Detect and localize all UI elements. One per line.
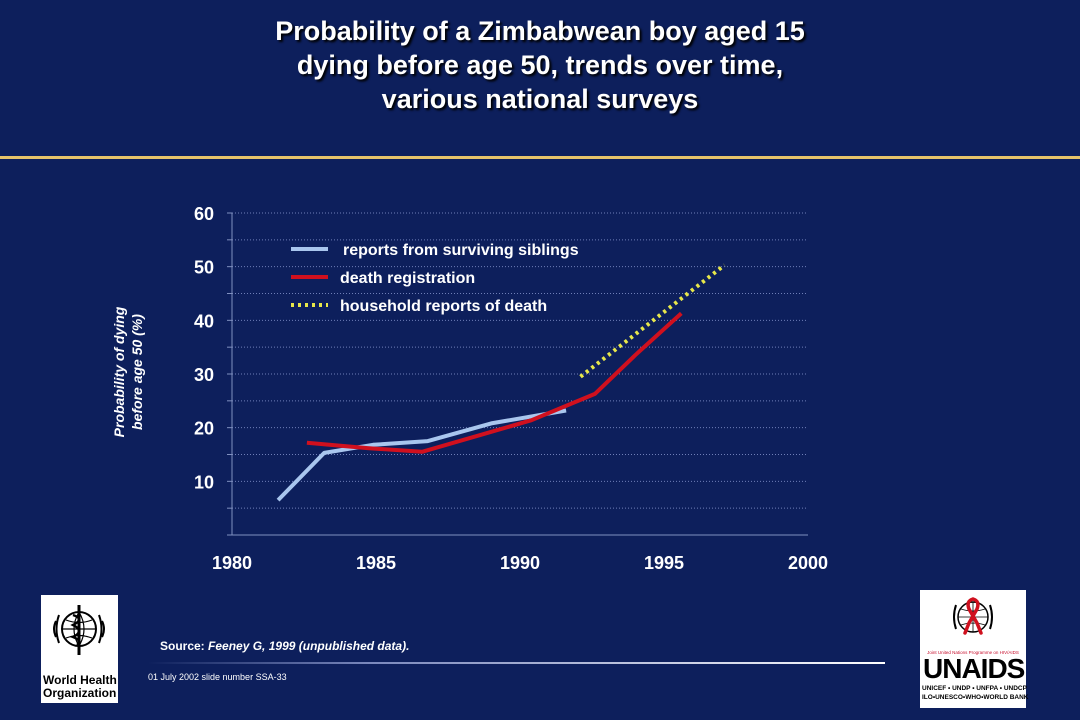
title-line-1: Probability of a Zimbabwean boy aged 15 [275,16,805,46]
unaids-partners-line-1: UNICEF • UNDP • UNFPA • UNDCP [922,685,1027,692]
x-tick-label: 1985 [356,553,396,573]
y-tick-label: 20 [194,419,214,439]
title-line-2: dying before age 50, trends over time, [296,50,784,80]
slide-title: Probability of a Zimbabwean boy aged 15 … [0,14,1080,116]
who-line-1: World Health [43,673,117,687]
slide-footer-note: 01 July 2002 slide number SSA-33 [148,672,287,682]
legend-label-1: reports from surviving siblings [343,242,579,259]
source-citation: Source: Feeney G, 1999 (unpublished data… [160,639,409,653]
who-emblem-icon [53,605,105,655]
series-line-1 [276,408,567,502]
unaids-logo: Joint United Nations Programme on HIV/AI… [920,590,1029,708]
source-label: Source: [160,639,205,653]
chart-axes: 60 50 40 30 20 10 1980 1985 1990 1995 2000 [194,204,828,573]
title-divider [0,156,1080,159]
unaids-partners-line-2: ILO•UNESCO•WHO•WORLD BANK [922,694,1029,701]
y-tick-label: 50 [194,258,214,278]
who-wordmark: World Health Organization [43,673,117,700]
x-tick-label: 1995 [644,553,684,573]
series-line-3 [579,263,726,379]
chart-legend: reports from surviving siblings death reg… [291,242,579,315]
legend-label-3: household reports of death [340,298,547,315]
unaids-partners: UNICEF • UNDP • UNFPA • UNDCP ILO•UNESCO… [922,684,1029,702]
x-tick-label: 1980 [212,553,252,573]
unaids-wordmark: UNAIDS [923,653,1025,684]
x-tick-label: 2000 [788,553,828,573]
source-text: Feeney G, 1999 (unpublished data). [208,639,410,653]
legend-label-2: death registration [340,270,475,287]
title-line-3: various national surveys [381,84,699,114]
footer-divider [148,662,885,664]
who-logo: World Health Organization [41,595,118,703]
who-line-2: Organization [43,686,117,700]
y-axis-title: Probability of dying before age 50 (%) [111,306,145,437]
y-tick-label: 30 [194,365,214,385]
chart-grid [232,212,808,509]
y-tick-label: 10 [194,472,214,492]
series-line-2 [306,311,683,454]
y-axis-title-line-2: before age 50 (%) [129,314,145,430]
unaids-tagline: Joint United Nations Programme on HIV/AI… [927,650,1019,655]
x-tick-label: 1990 [500,553,540,573]
y-tick-label: 60 [194,204,214,224]
y-tick-label: 40 [194,311,214,331]
chart-series [276,263,726,502]
y-axis-title-line-1: Probability of dying [111,306,127,437]
un-emblem-ribbon-icon [953,597,993,635]
